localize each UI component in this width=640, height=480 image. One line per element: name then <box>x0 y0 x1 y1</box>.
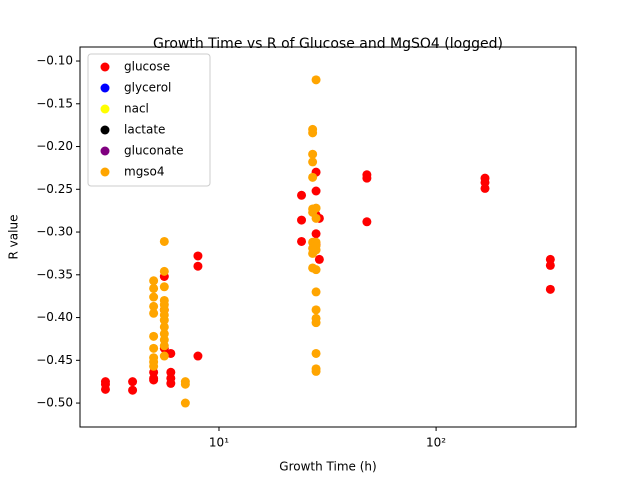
point <box>297 215 307 225</box>
plot-area <box>100 75 555 408</box>
legend-marker <box>100 146 110 156</box>
legend-label: lactate <box>124 123 165 137</box>
legend-label: glucose <box>124 60 170 74</box>
y-tick-label: −0.10 <box>36 54 73 68</box>
point <box>297 236 307 246</box>
x-axis-label: Growth Time (h) <box>279 460 376 474</box>
point <box>193 351 203 361</box>
point <box>128 377 138 387</box>
point <box>311 203 321 213</box>
point <box>311 318 321 328</box>
y-tick-label: −0.45 <box>36 353 73 367</box>
legend-marker <box>100 125 110 135</box>
point <box>180 379 190 389</box>
y-axis-label: R value <box>7 215 21 260</box>
point <box>149 301 159 311</box>
point <box>149 343 159 353</box>
y-tick-label: −0.40 <box>36 310 73 324</box>
point <box>311 287 321 297</box>
point <box>180 398 190 408</box>
point <box>308 149 318 159</box>
point <box>149 361 159 371</box>
point <box>311 305 321 315</box>
legend-label: glycerol <box>124 81 171 95</box>
point <box>297 190 307 200</box>
point <box>311 186 321 196</box>
legend-marker <box>100 104 110 114</box>
point <box>159 282 169 292</box>
point <box>149 276 159 286</box>
legend-label: mgso4 <box>124 165 165 179</box>
point <box>149 331 159 341</box>
y-tick-label: −0.20 <box>36 139 73 153</box>
y-tick-label: −0.50 <box>36 396 73 410</box>
y-tick-label: −0.35 <box>36 267 73 281</box>
point <box>308 128 318 138</box>
legend-marker <box>100 167 110 177</box>
y-tick-label: −0.15 <box>36 96 73 110</box>
legend-box <box>87 53 211 187</box>
point <box>311 229 321 239</box>
point <box>308 157 318 167</box>
point <box>166 378 176 388</box>
legend-marker <box>100 62 110 72</box>
point <box>159 341 169 351</box>
point <box>159 315 169 325</box>
point <box>311 213 321 223</box>
point <box>149 308 159 318</box>
point <box>308 172 318 182</box>
point <box>545 260 555 270</box>
chart-title: Growth Time vs R of Glucose and MgSO4 (l… <box>153 36 503 52</box>
point <box>159 351 169 361</box>
point <box>311 75 321 85</box>
legend-label: nacl <box>124 102 149 116</box>
point <box>311 348 321 358</box>
x-tick-label: 10² <box>426 436 446 450</box>
point <box>149 375 159 385</box>
axes-frame <box>79 46 577 428</box>
point <box>149 292 159 302</box>
legend: glucose glycerol nacl lactate gluconate mgso4 <box>87 53 211 187</box>
point <box>362 217 372 227</box>
point <box>100 384 110 394</box>
point <box>480 183 490 193</box>
y-tick-label: −0.25 <box>36 182 73 196</box>
y-tick-label: −0.30 <box>36 225 73 239</box>
point <box>362 173 372 183</box>
point <box>149 283 159 293</box>
point <box>545 284 555 294</box>
point <box>159 266 169 276</box>
point <box>128 385 138 395</box>
point <box>311 265 321 275</box>
point <box>193 251 203 261</box>
point <box>314 254 324 264</box>
point <box>193 261 203 271</box>
legend-label: gluconate <box>124 144 184 158</box>
legend-marker <box>100 83 110 93</box>
point <box>159 322 169 332</box>
point <box>311 366 321 376</box>
x-tick-label: 10¹ <box>209 436 229 450</box>
point <box>311 245 321 255</box>
point <box>159 236 169 246</box>
